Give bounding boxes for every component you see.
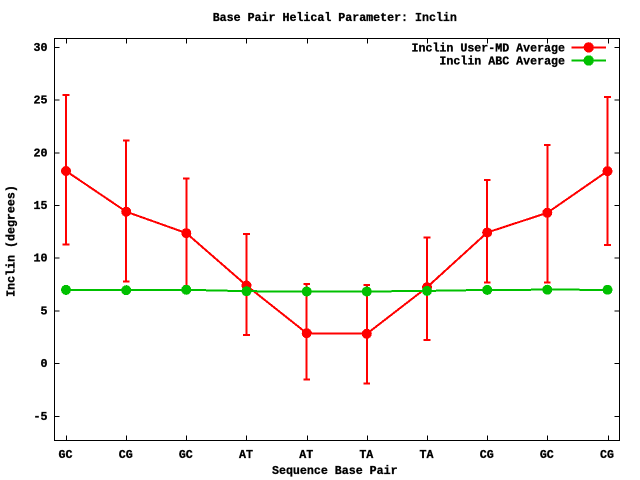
svg-text:5: 5 xyxy=(41,305,48,318)
svg-text:AT: AT xyxy=(299,449,313,462)
svg-text:0: 0 xyxy=(41,358,48,371)
svg-text:30: 30 xyxy=(34,42,48,55)
svg-text:TA: TA xyxy=(359,449,373,462)
svg-text:CG: CG xyxy=(480,449,494,462)
svg-text:AT: AT xyxy=(239,449,253,462)
svg-text:20: 20 xyxy=(34,147,48,160)
svg-text:10: 10 xyxy=(34,253,48,266)
svg-text:Inclin (degrees): Inclin (degrees) xyxy=(6,185,19,297)
svg-text:Sequence Base Pair: Sequence Base Pair xyxy=(272,465,398,478)
svg-text:CG: CG xyxy=(119,449,133,462)
svg-text:CG: CG xyxy=(600,449,614,462)
svg-text:15: 15 xyxy=(34,200,48,213)
svg-text:-5: -5 xyxy=(34,411,48,424)
svg-text:GC: GC xyxy=(59,449,73,462)
svg-text:Inclin User-MD Average: Inclin User-MD Average xyxy=(412,42,565,55)
svg-text:GC: GC xyxy=(179,449,193,462)
svg-text:GC: GC xyxy=(540,449,554,462)
svg-text:TA: TA xyxy=(420,449,434,462)
svg-text:Base Pair Helical Parameter: I: Base Pair Helical Parameter: Inclin xyxy=(213,12,457,25)
svg-text:25: 25 xyxy=(34,95,48,108)
svg-text:Inclin ABC Average: Inclin ABC Average xyxy=(439,56,565,69)
